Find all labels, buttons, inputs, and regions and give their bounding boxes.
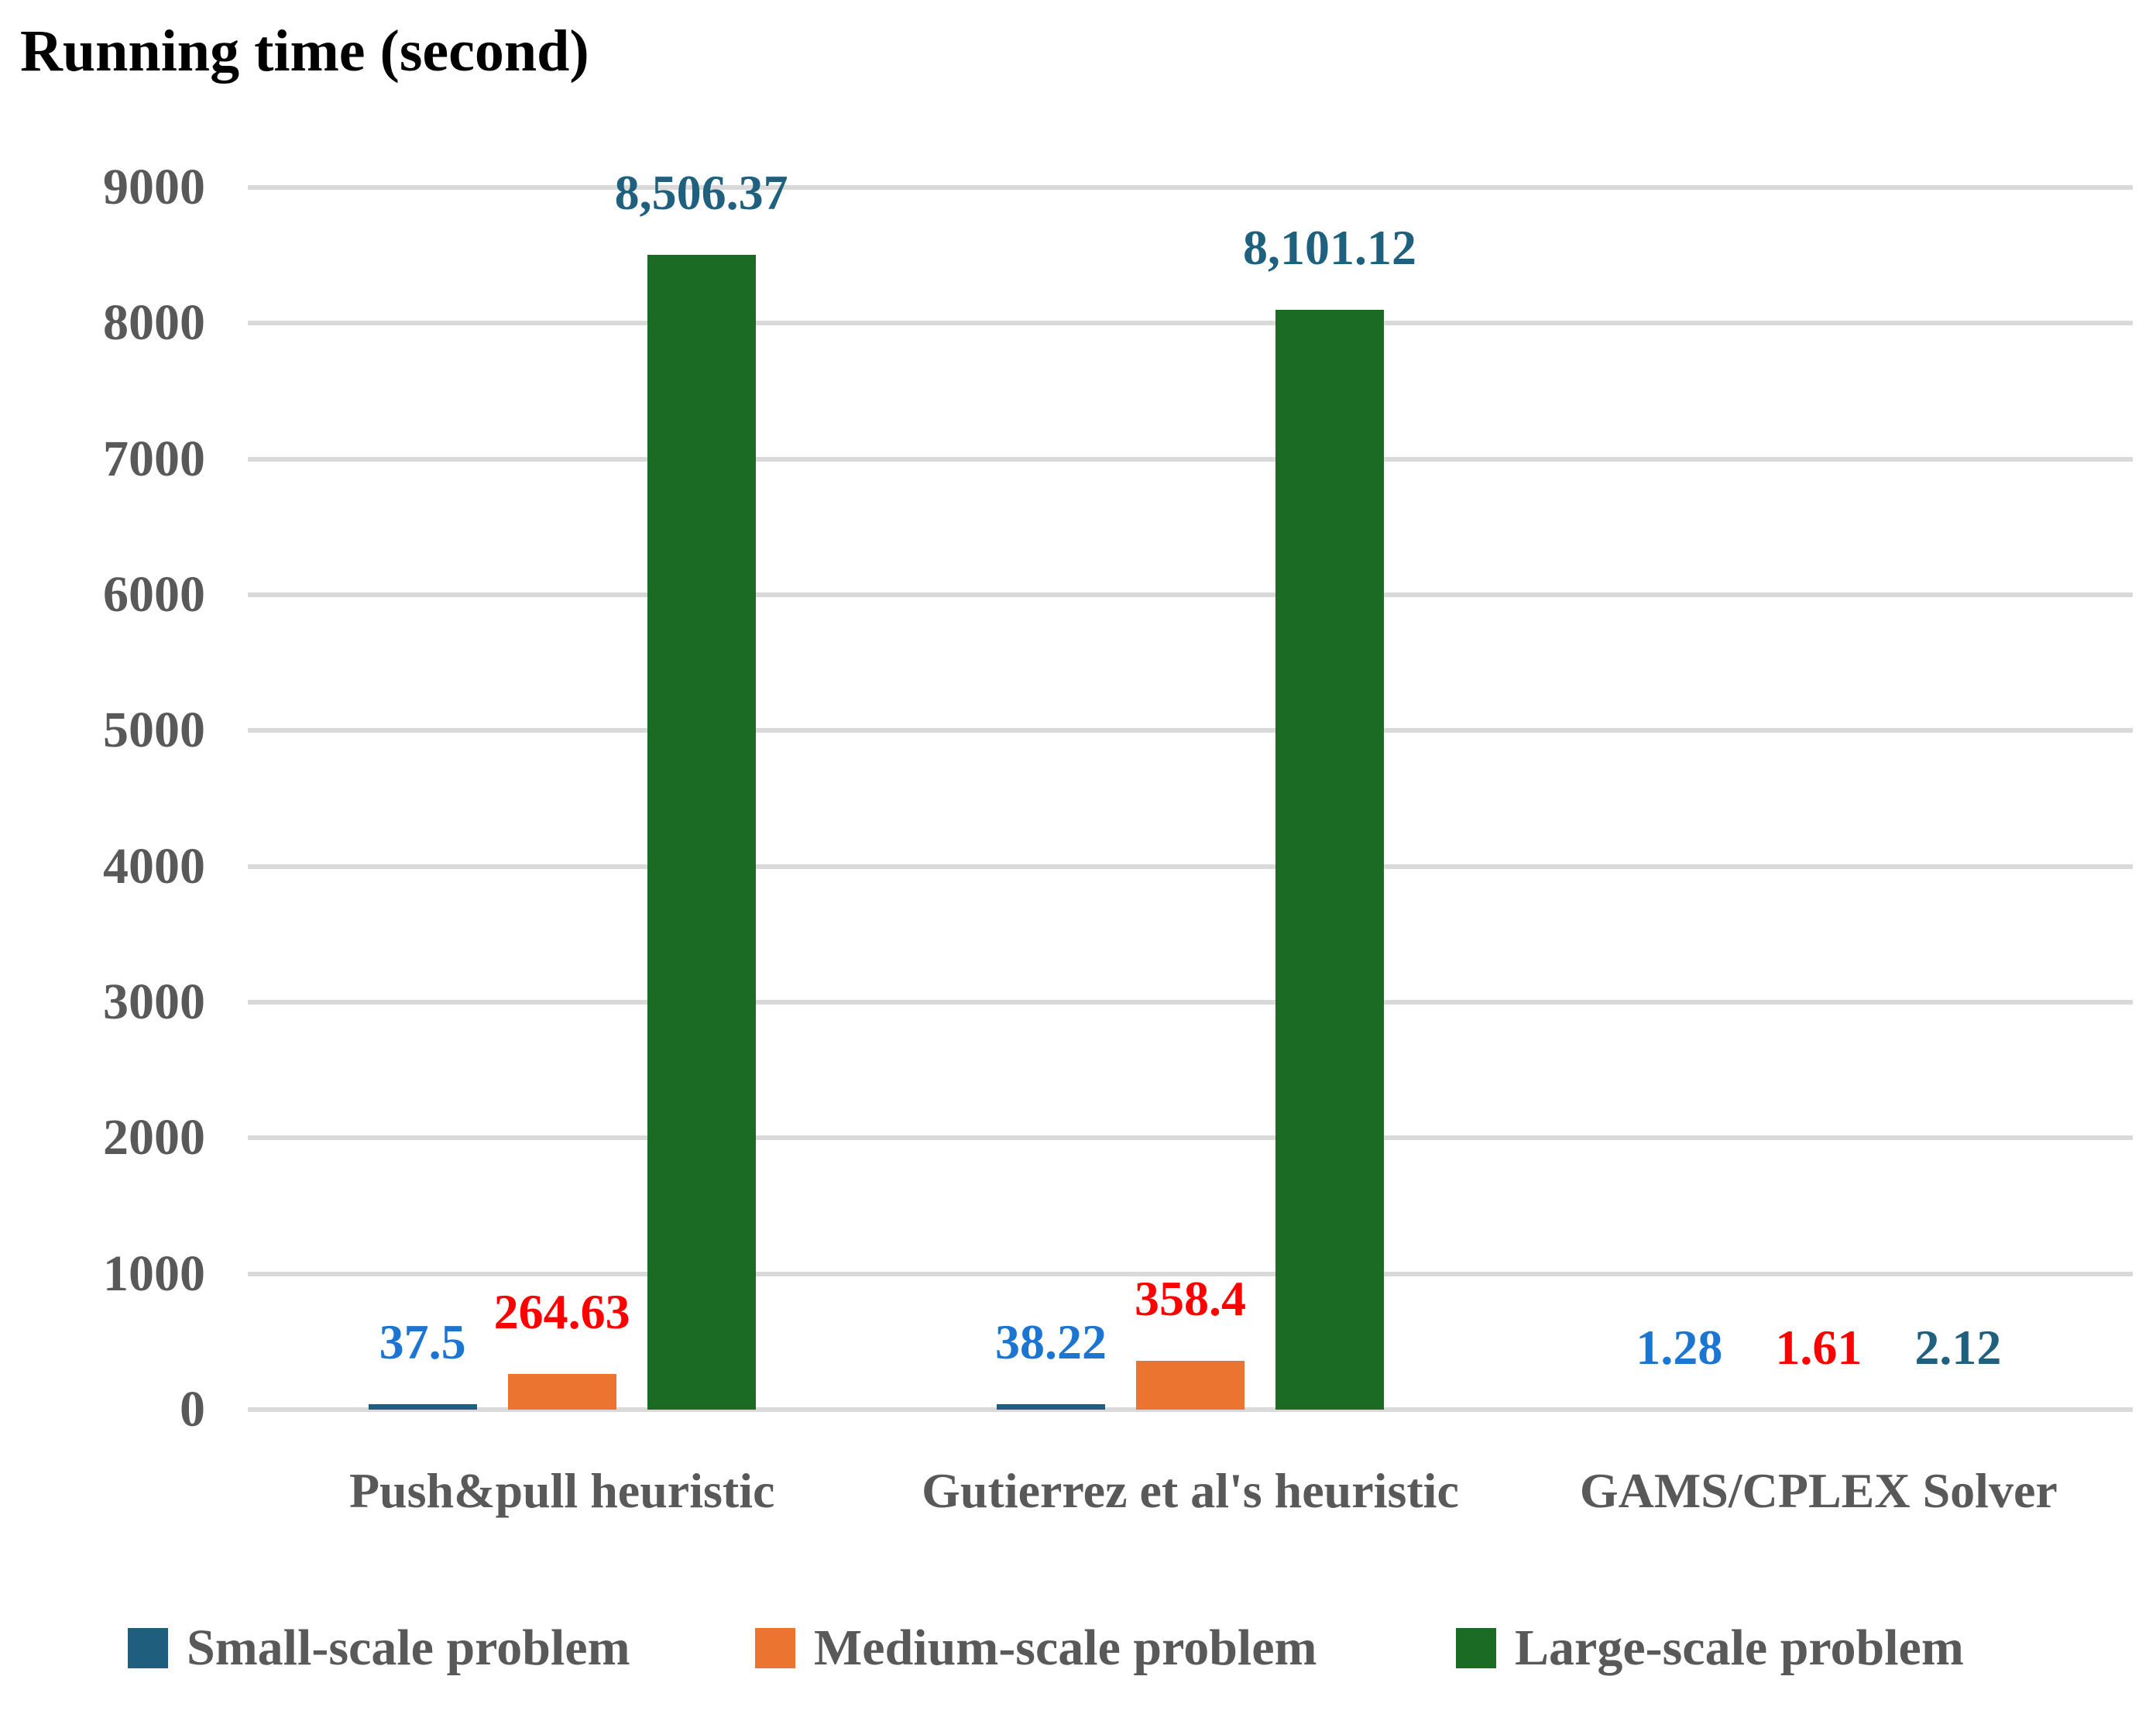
bar-medium-scale-problem xyxy=(507,1373,616,1410)
gridline xyxy=(248,728,2133,733)
bar-value-label: 37.5 xyxy=(379,1314,466,1370)
legend-swatch-icon xyxy=(755,1628,795,1668)
bar-value-label: 8,101.12 xyxy=(1243,219,1416,275)
gridline xyxy=(248,593,2133,597)
legend-label: Medium-scale problem xyxy=(814,1620,1317,1676)
gridline xyxy=(248,1271,2133,1276)
legend-label: Large-scale problem xyxy=(1515,1620,1964,1676)
legend-item: Small-scale problem xyxy=(128,1616,630,1681)
y-axis-tick-label: 4000 xyxy=(103,837,205,895)
bar-value-label: 264.63 xyxy=(493,1283,630,1339)
y-axis-tick-label: 3000 xyxy=(103,974,205,1030)
gridline xyxy=(248,185,2133,190)
bar-small-scale-problem xyxy=(997,1404,1105,1410)
gridline xyxy=(248,321,2133,326)
bar-small-scale-problem xyxy=(368,1404,477,1410)
bar-value-label: 358.4 xyxy=(1135,1271,1246,1327)
gridline xyxy=(248,864,2133,869)
bar-value-label: 1.61 xyxy=(1775,1319,1862,1375)
bar-large-scale-problem xyxy=(647,254,756,1410)
y-axis-tick-label: 8000 xyxy=(103,294,205,352)
bar-value-label: 2.12 xyxy=(1914,1319,2002,1375)
legend-swatch-icon xyxy=(1456,1628,1496,1668)
bar-large-scale-problem xyxy=(1275,309,1384,1410)
y-axis-tick-label: 2000 xyxy=(103,1109,205,1166)
gridline xyxy=(248,1135,2133,1141)
x-axis-category-label: GAMS/CPLEX Solver xyxy=(1579,1463,2058,1518)
x-axis-category-label: Gutierrez et al's heuristic xyxy=(922,1463,1459,1518)
gridline xyxy=(248,1407,2133,1412)
y-axis-tick-label: 1000 xyxy=(103,1245,205,1302)
legend-swatch-icon xyxy=(128,1628,168,1668)
legend-label: Small-scale problem xyxy=(187,1620,630,1676)
y-axis-tick-label: 6000 xyxy=(103,566,205,623)
gridline xyxy=(248,1000,2133,1005)
legend-item: Large-scale problem xyxy=(1456,1616,1964,1681)
y-axis-tick-label: 9000 xyxy=(103,159,205,215)
x-axis-category-label: Push&pull heuristic xyxy=(348,1463,775,1518)
bar-medium-scale-problem xyxy=(1136,1361,1245,1410)
legend-item: Medium-scale problem xyxy=(755,1616,1317,1681)
y-axis-tick-label: 7000 xyxy=(103,430,205,487)
y-axis-tick-label: 0 xyxy=(180,1381,205,1437)
y-axis-tick-label: 5000 xyxy=(103,702,205,759)
bar-value-label: 8,506.37 xyxy=(614,164,788,220)
bar-value-label: 1.28 xyxy=(1636,1319,1723,1375)
chart-title: Running time (second) xyxy=(20,19,589,84)
gridline xyxy=(248,456,2133,462)
bar-value-label: 38.22 xyxy=(995,1314,1107,1370)
